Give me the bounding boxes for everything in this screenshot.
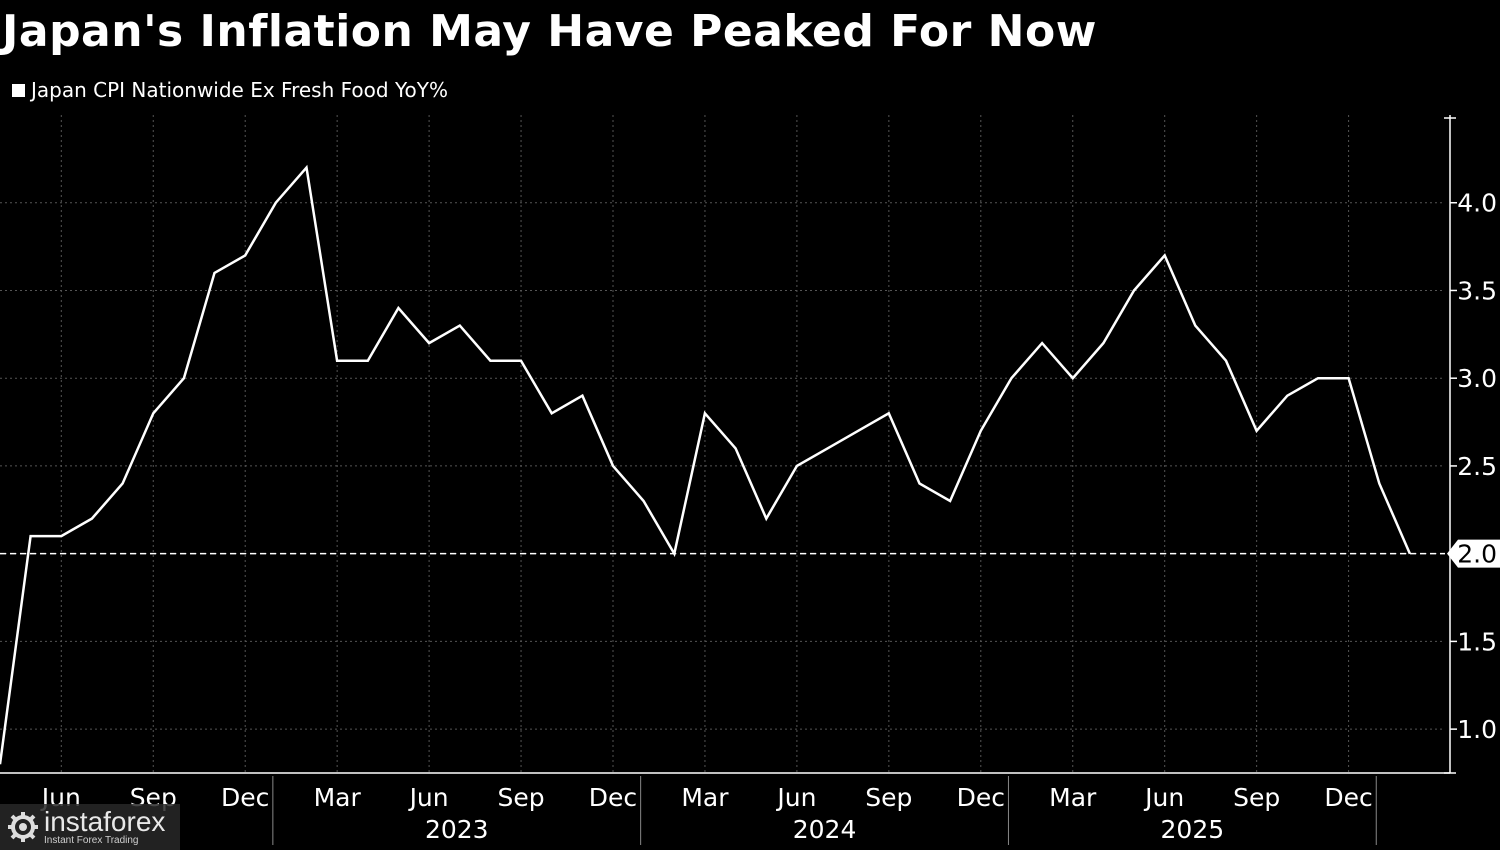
x-year-label: 2023	[425, 815, 489, 844]
y-tick-label: 3.0	[1457, 364, 1497, 393]
y-tick-label: 1.0	[1457, 715, 1497, 744]
x-year-label: 2024	[793, 815, 857, 844]
watermark: instaforex Instant Forex Trading	[0, 804, 180, 850]
y-tick-label: 4.0	[1457, 189, 1497, 218]
legend-swatch	[12, 83, 25, 97]
chart-title: Japan's Inflation May Have Peaked For No…	[2, 6, 1097, 57]
y-tick-label: 2.5	[1457, 452, 1497, 481]
legend: Japan CPI Nationwide Ex Fresh Food YoY%	[12, 78, 448, 102]
last-value-badge	[1447, 539, 1500, 568]
x-month-label: Dec	[1324, 783, 1372, 812]
x-month-label: Sep	[1233, 783, 1280, 812]
last-value-callout: 2.0	[1447, 539, 1500, 569]
x-month-label: Jun	[775, 783, 816, 812]
x-month-label: Jun	[408, 783, 449, 812]
gear-logo-icon	[8, 812, 38, 842]
x-month-label: Jun	[1143, 783, 1184, 812]
x-month-label: Dec	[957, 783, 1005, 812]
x-year-label: 2025	[1161, 815, 1225, 844]
watermark-name: instaforex	[44, 806, 166, 837]
y-tick-label: 1.5	[1457, 627, 1497, 656]
x-month-label: Dec	[589, 783, 637, 812]
last-value-label: 2.0	[1457, 540, 1497, 569]
x-month-label: Mar	[314, 783, 362, 812]
x-month-label: Dec	[221, 783, 269, 812]
x-month-label: Sep	[865, 783, 912, 812]
x-month-label: Sep	[497, 783, 544, 812]
x-month-label: Mar	[1049, 783, 1097, 812]
legend-label: Japan CPI Nationwide Ex Fresh Food YoY%	[31, 78, 448, 102]
series-line	[0, 164, 1412, 765]
y-tick-label: 3.5	[1457, 276, 1497, 305]
x-month-label: Mar	[681, 783, 729, 812]
watermark-tagline: Instant Forex Trading	[44, 835, 139, 846]
